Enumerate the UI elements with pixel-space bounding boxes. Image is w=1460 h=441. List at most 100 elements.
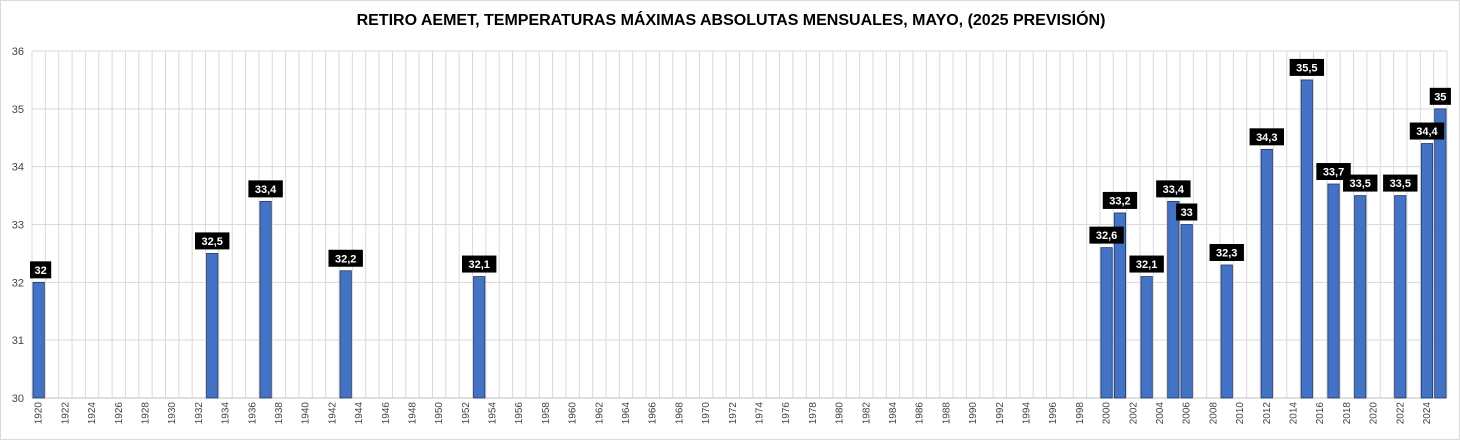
- data-label-box: [328, 249, 363, 267]
- data-label-box: [1209, 243, 1244, 261]
- x-tick-label: 1980: [835, 402, 846, 425]
- bar: [1167, 200, 1180, 399]
- data-label: 35,5: [1296, 62, 1317, 74]
- x-tick-label: 2020: [1369, 402, 1380, 425]
- bar: [1394, 195, 1407, 399]
- data-label-box: [1176, 203, 1198, 221]
- x-tick-label: 2024: [1422, 402, 1433, 425]
- bar: [1180, 224, 1193, 399]
- x-tick-label: 2010: [1235, 402, 1246, 425]
- data-label-layer: 32 32,5 33,4 32,2 32,1 32,6 33,2 32,1 33,4 33 32,3…: [30, 58, 1451, 279]
- bar: [1327, 183, 1340, 399]
- data-label-box: [1409, 122, 1445, 140]
- data-label: 32,2: [335, 253, 356, 265]
- x-tick-label: 1988: [941, 402, 952, 425]
- x-tick-label: 1974: [755, 402, 766, 425]
- x-tick-label: 1998: [1075, 402, 1086, 425]
- x-tick-label: 2014: [1288, 402, 1299, 425]
- data-label-box: [1383, 174, 1418, 192]
- x-tick-label: 1968: [674, 402, 685, 425]
- x-tick-label: 1924: [87, 402, 98, 425]
- data-label-box: [1289, 58, 1325, 76]
- data-label-box: [30, 261, 52, 279]
- x-tick-label: 1976: [781, 402, 792, 425]
- data-label-box: [1343, 174, 1378, 192]
- bar: [1434, 108, 1447, 399]
- data-label: 33,5: [1350, 178, 1371, 190]
- data-label: 33,4: [1163, 184, 1185, 196]
- x-tick-label: 1960: [568, 402, 579, 425]
- x-tick-label: 2008: [1208, 402, 1219, 425]
- x-tick-label: 1982: [861, 402, 872, 425]
- bar: [473, 276, 486, 399]
- x-tick-label: 1934: [221, 402, 232, 425]
- bar: [206, 253, 219, 399]
- x-tick-label: 1986: [915, 402, 926, 425]
- data-label-box: [1249, 128, 1284, 146]
- x-tick-label: 1956: [514, 402, 525, 425]
- data-label-box: [248, 180, 283, 198]
- bar: [1420, 143, 1434, 399]
- x-tick-label: 1962: [594, 402, 605, 425]
- x-tick-label: 2004: [1155, 402, 1166, 425]
- x-tick-label: 1948: [407, 402, 418, 425]
- data-label: 34,3: [1256, 132, 1277, 144]
- bar: [339, 270, 352, 399]
- y-tick-label: 33: [12, 220, 24, 232]
- x-tick-label: 1984: [888, 402, 899, 425]
- x-tick-label: 1950: [434, 402, 445, 425]
- y-tick-label: 35: [12, 104, 24, 116]
- bar: [1100, 247, 1113, 399]
- chart-title: RETIRO AEMET, TEMPERATURAS MÁXIMAS ABSOL…: [356, 12, 1106, 29]
- bar: [1300, 79, 1313, 399]
- x-tick-label: 1994: [1022, 402, 1033, 425]
- data-label: 33,7: [1323, 167, 1344, 179]
- x-tick-label: 2012: [1262, 402, 1273, 425]
- x-tick-label: 1978: [808, 402, 819, 425]
- data-label: 35: [1434, 91, 1446, 103]
- x-tick-label: 1952: [461, 402, 472, 425]
- bar: [1140, 276, 1153, 399]
- data-label: 32,1: [1136, 259, 1157, 271]
- data-label-box: [195, 232, 230, 250]
- data-label: 33,2: [1109, 195, 1130, 207]
- y-tick-label: 34: [12, 162, 24, 174]
- x-tick-label: 2022: [1395, 402, 1406, 425]
- grid-layer: [31, 50, 1448, 399]
- x-tick-label: 1920: [34, 402, 45, 425]
- x-tick-label: 1970: [701, 402, 712, 425]
- bar-layer: [32, 79, 1447, 399]
- x-tick-label: 2006: [1182, 402, 1193, 425]
- x-tick-label: 2000: [1102, 402, 1113, 425]
- y-tick-label: 31: [12, 335, 24, 347]
- x-tick-label: 1964: [621, 402, 632, 425]
- bar: [1220, 264, 1233, 399]
- x-tick-label: 1936: [247, 402, 258, 425]
- x-tick-label: 1946: [381, 402, 392, 425]
- x-tick-label: 1926: [114, 402, 125, 425]
- bar: [1260, 148, 1273, 399]
- x-tick-label: 1942: [327, 402, 338, 425]
- x-tick-label: 2016: [1315, 402, 1326, 425]
- x-tick-label: 1932: [194, 402, 205, 425]
- bar: [1113, 212, 1127, 399]
- data-label-box: [1102, 191, 1138, 209]
- data-label-box: [461, 255, 497, 273]
- data-label-box: [1129, 255, 1164, 273]
- x-tick-label: 1972: [728, 402, 739, 425]
- data-label: 33,5: [1390, 178, 1411, 190]
- data-label: 32,3: [1216, 247, 1237, 259]
- x-tick-label: 1990: [968, 402, 979, 425]
- x-tick-label: 1992: [995, 402, 1006, 425]
- x-tick-label: 1954: [488, 402, 499, 425]
- data-label-box: [1089, 226, 1124, 244]
- data-label-box: [1429, 87, 1451, 105]
- data-label: 32: [34, 265, 46, 277]
- data-label: 32,6: [1096, 230, 1117, 242]
- bar: [1354, 195, 1367, 399]
- x-tick-label: 1966: [648, 402, 659, 425]
- y-tick-label: 32: [12, 277, 24, 289]
- x-tick-label: 1928: [140, 402, 151, 425]
